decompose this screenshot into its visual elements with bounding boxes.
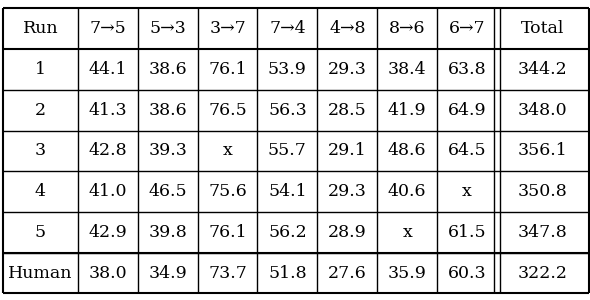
Text: 48.6: 48.6: [388, 142, 427, 159]
Text: 5: 5: [35, 224, 46, 241]
Text: 64.5: 64.5: [448, 142, 486, 159]
Text: 344.2: 344.2: [518, 61, 568, 78]
Text: 75.6: 75.6: [208, 183, 247, 200]
Text: Human: Human: [8, 265, 73, 281]
Text: 29.3: 29.3: [328, 183, 367, 200]
Text: x: x: [402, 224, 412, 241]
Text: 5→3: 5→3: [149, 20, 186, 37]
Text: 42.8: 42.8: [88, 142, 127, 159]
Text: 42.9: 42.9: [88, 224, 127, 241]
Text: 41.3: 41.3: [88, 102, 127, 119]
Text: 8→6: 8→6: [389, 20, 425, 37]
Text: 56.2: 56.2: [268, 224, 307, 241]
Text: 34.9: 34.9: [148, 265, 187, 281]
Text: 28.9: 28.9: [328, 224, 367, 241]
Text: 7→4: 7→4: [269, 20, 306, 37]
Text: 53.9: 53.9: [268, 61, 307, 78]
Text: 6→7: 6→7: [449, 20, 486, 37]
Text: 356.1: 356.1: [518, 142, 568, 159]
Text: 55.7: 55.7: [268, 142, 307, 159]
Text: 38.6: 38.6: [148, 61, 187, 78]
Text: 7→5: 7→5: [89, 20, 126, 37]
Text: Run: Run: [22, 20, 58, 37]
Text: 27.6: 27.6: [328, 265, 367, 281]
Text: 322.2: 322.2: [518, 265, 568, 281]
Text: 64.9: 64.9: [448, 102, 486, 119]
Text: 63.8: 63.8: [448, 61, 486, 78]
Text: 38.6: 38.6: [148, 102, 187, 119]
Text: 3: 3: [35, 142, 46, 159]
Text: 1: 1: [35, 61, 46, 78]
Text: 76.1: 76.1: [208, 224, 247, 241]
Text: 76.5: 76.5: [208, 102, 247, 119]
Text: 2: 2: [35, 102, 46, 119]
Text: 3→7: 3→7: [209, 20, 246, 37]
Text: 348.0: 348.0: [518, 102, 568, 119]
Text: 4: 4: [35, 183, 46, 200]
Text: 60.3: 60.3: [448, 265, 486, 281]
Text: 29.3: 29.3: [328, 61, 367, 78]
Text: 28.5: 28.5: [328, 102, 367, 119]
Text: 73.7: 73.7: [208, 265, 247, 281]
Text: 35.9: 35.9: [388, 265, 427, 281]
Text: 61.5: 61.5: [448, 224, 486, 241]
Text: 38.4: 38.4: [388, 61, 427, 78]
Text: 41.9: 41.9: [388, 102, 427, 119]
Text: x: x: [462, 183, 472, 200]
Text: 347.8: 347.8: [518, 224, 568, 241]
Text: 39.3: 39.3: [148, 142, 187, 159]
Text: 350.8: 350.8: [518, 183, 568, 200]
Text: 41.0: 41.0: [88, 183, 127, 200]
Text: 51.8: 51.8: [268, 265, 307, 281]
Text: 56.3: 56.3: [268, 102, 307, 119]
Text: 76.1: 76.1: [208, 61, 247, 78]
Text: 44.1: 44.1: [88, 61, 127, 78]
Text: Total: Total: [521, 20, 565, 37]
Text: 54.1: 54.1: [268, 183, 307, 200]
Text: 46.5: 46.5: [148, 183, 187, 200]
Text: 40.6: 40.6: [388, 183, 427, 200]
Text: x: x: [222, 142, 232, 159]
Text: 38.0: 38.0: [88, 265, 127, 281]
Text: 29.1: 29.1: [328, 142, 367, 159]
Text: 39.8: 39.8: [148, 224, 187, 241]
Text: 4→8: 4→8: [329, 20, 366, 37]
